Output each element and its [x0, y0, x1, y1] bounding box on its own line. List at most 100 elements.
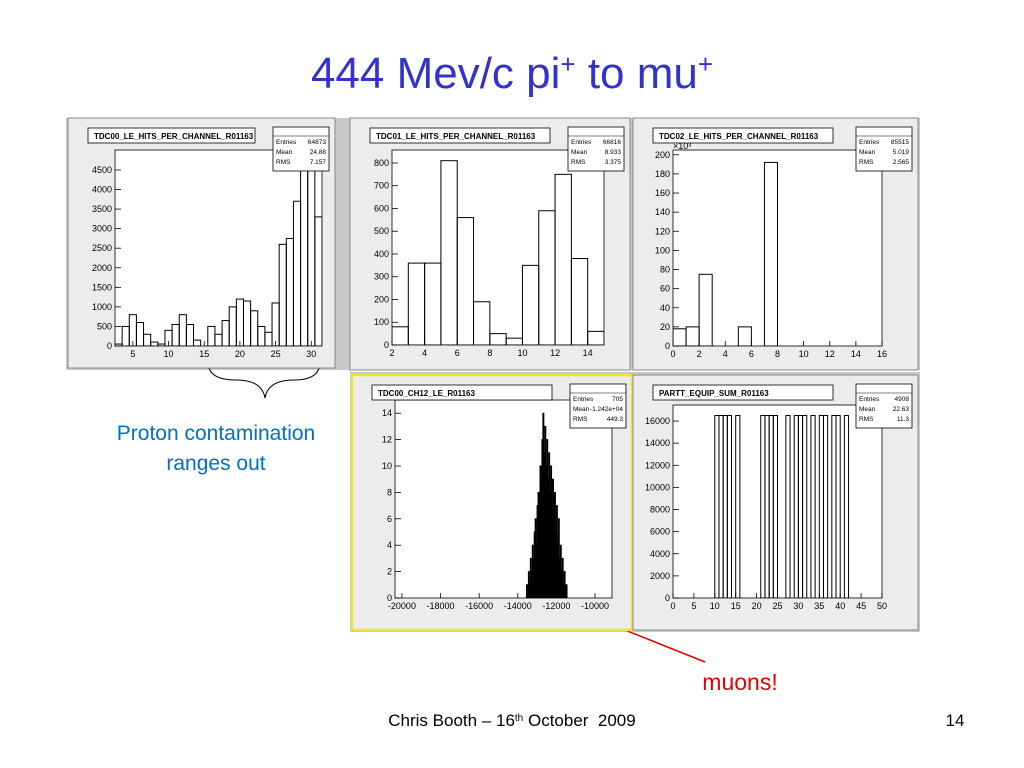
histogram-bar — [587, 330, 604, 345]
y-tick-label: 120 — [655, 226, 670, 236]
stats-value: 66816 — [603, 139, 621, 146]
stats-label: RMS — [859, 416, 874, 423]
y-tick-label: 40 — [660, 303, 670, 313]
histogram-bar — [763, 161, 778, 346]
y-tick-label: 0 — [665, 593, 670, 603]
x-tick-label: 30 — [793, 601, 803, 611]
stats-label: RMS — [276, 159, 291, 166]
x-tick-label: 12 — [550, 348, 560, 358]
histogram-bar — [737, 326, 752, 346]
y-tick-label: 800 — [374, 158, 389, 168]
y-tick-label: 6 — [387, 514, 392, 524]
y-tick-label: 10000 — [645, 482, 670, 492]
y-tick-label: 14 — [382, 408, 392, 418]
histogram-bar — [822, 415, 829, 598]
hist-title-box — [87, 127, 256, 144]
y-tick-label: 500 — [97, 321, 112, 331]
stats-value: 4908 — [895, 396, 910, 403]
histogram-bar — [143, 333, 152, 346]
x-tick-label: 10 — [517, 348, 527, 358]
y-tick-label: 1000 — [92, 302, 112, 312]
x-tick-label: 15 — [731, 601, 741, 611]
x-tick-label: 4 — [422, 348, 427, 358]
y-tick-label: 140 — [655, 207, 670, 217]
histogram-bar — [570, 258, 589, 345]
bars — [714, 415, 850, 598]
stats-label: RMS — [573, 416, 588, 423]
bars — [525, 412, 568, 598]
histogram-bar — [456, 217, 475, 345]
x-tick-label: 0 — [670, 601, 675, 611]
x-tick-label: 20 — [752, 601, 762, 611]
y-tick-label: 100 — [655, 245, 670, 255]
y-tick-label: 80 — [660, 265, 670, 275]
stats-label: Mean — [276, 149, 293, 156]
y-tick-label: 0 — [107, 341, 112, 351]
hist-title-box — [371, 384, 553, 401]
x-tick-label: 50 — [877, 601, 887, 611]
histogram-panel: 5 10 15 20 25 30 0 500 1000 1500 2000 2500 3000 3500 4… — [67, 117, 336, 369]
y-tick-label: 4000 — [650, 549, 670, 559]
annotation: Proton contamination — [117, 422, 315, 445]
hist-title: TDC02_LE_HITS_PER_CHANNEL_R01163 — [659, 132, 819, 141]
y-tick-label: 0 — [665, 341, 670, 351]
y-tick-label: 200 — [655, 150, 670, 160]
x-tick-label: 8 — [775, 349, 780, 359]
stats-box — [855, 383, 913, 429]
hist-title: TDC01_LE_HITS_PER_CHANNEL_R01163 — [376, 132, 536, 141]
x-tick-label: -20000 — [388, 601, 416, 611]
x-tick-label: 25 — [772, 601, 782, 611]
stats-label: RMS — [571, 159, 586, 166]
title-sup: + — [560, 49, 575, 79]
stats-value: 449.3 — [607, 416, 624, 423]
y-tick-label: 500 — [374, 226, 389, 236]
bars — [115, 153, 322, 346]
plot-area — [391, 149, 605, 346]
stats-value: 22.63 — [893, 406, 910, 413]
annotation: ranges out — [166, 452, 265, 475]
histogram-bar — [314, 216, 322, 346]
histogram-bar — [772, 415, 779, 598]
title-part: to mu — [576, 49, 698, 98]
stats-box — [569, 383, 627, 429]
stats-label: Entries — [573, 396, 594, 403]
x-tick-label: 10 — [799, 349, 809, 359]
histogram-bar — [810, 415, 816, 598]
stats-value: 11.3 — [897, 416, 910, 423]
x-tick-label: 6 — [455, 348, 460, 358]
x-tick-label: -10000 — [581, 601, 609, 611]
x-tick-label: 15 — [199, 349, 209, 359]
y-tick-label: 160 — [655, 188, 670, 198]
x-tick-label: 14 — [583, 348, 593, 358]
histogram-panel: 0 5 10 15 20 25 30 35 40 45 50 0 2000 4000 6000 8000 100… — [632, 374, 919, 631]
stats-value: 7.157 — [310, 159, 327, 166]
hist-title-box — [652, 127, 834, 144]
page-number: 14 — [946, 711, 965, 730]
y-tick-label: 4 — [387, 540, 392, 550]
x-tick-label: 45 — [856, 601, 866, 611]
slide-title: 444 Mev/c pi+ to mu+ — [311, 49, 713, 98]
y-multiplier: ×10³ — [673, 141, 691, 151]
y-tick-label: 12 — [382, 435, 392, 445]
histogram-panel: -20000 -18000 -16000 -14000 -12000 -10000 0 2 4 6… — [350, 373, 634, 632]
y-tick-label: 10 — [382, 461, 392, 471]
x-tick-label: -16000 — [465, 601, 493, 611]
x-tick-label: 10 — [710, 601, 720, 611]
y-tick-label: 400 — [374, 249, 389, 259]
footer-part: October 2009 — [523, 711, 635, 730]
y-tick-label: 8 — [387, 487, 392, 497]
stats-value: 24.88 — [310, 149, 327, 156]
y-tick-label: 60 — [660, 284, 670, 294]
x-tick-label: 16 — [877, 349, 887, 359]
x-tick-label: 5 — [130, 349, 135, 359]
histogram-bar — [565, 584, 568, 598]
stats-label: Mean — [859, 406, 876, 413]
histogram-bar — [473, 301, 491, 345]
x-tick-label: 20 — [235, 349, 245, 359]
x-tick-label: -18000 — [427, 601, 455, 611]
stats-value: 2.565 — [893, 159, 910, 166]
x-tick-label: 35 — [814, 601, 824, 611]
y-tick-label: 16000 — [645, 416, 670, 426]
histogram-bar — [561, 557, 564, 598]
